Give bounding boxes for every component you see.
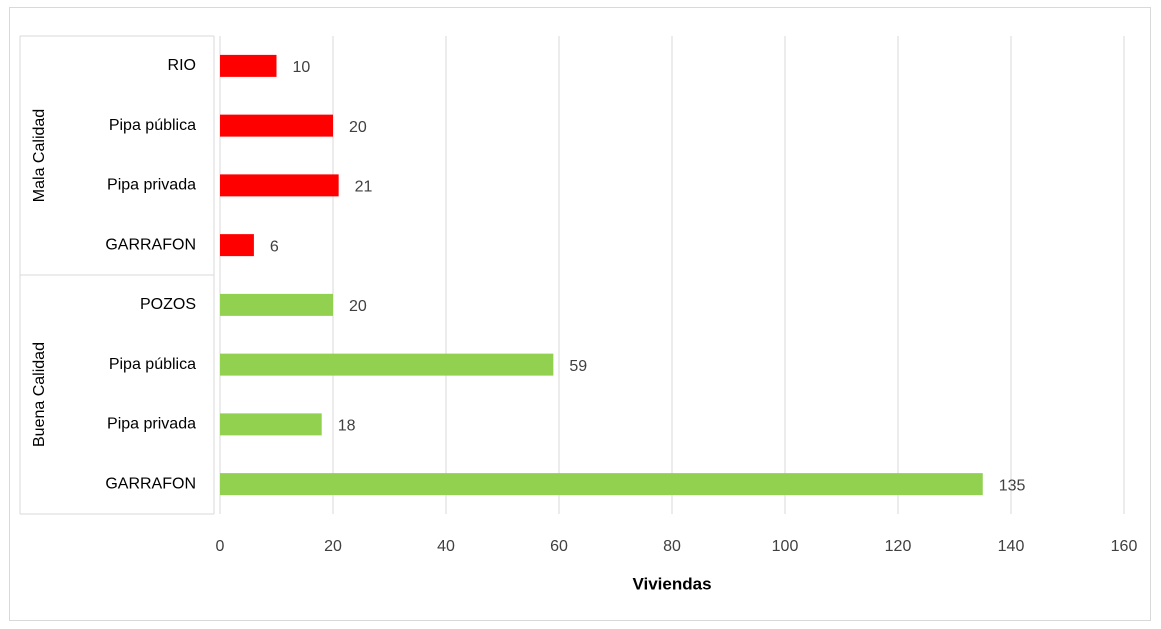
- y-tick-label: POZOS: [140, 296, 196, 313]
- bar: [220, 353, 554, 376]
- data-label: 20: [349, 119, 367, 136]
- data-label: 135: [999, 477, 1026, 494]
- x-tick-label: 140: [998, 538, 1025, 555]
- data-label: 21: [355, 179, 373, 196]
- y-tick-label: GARRAFON: [105, 475, 196, 492]
- y-tick-label: Pipa privada: [107, 177, 196, 194]
- x-tick-label: 80: [663, 538, 681, 555]
- chart-frame: [9, 7, 1151, 621]
- y-tick-label: Pipa pública: [109, 356, 196, 373]
- data-label: 18: [338, 418, 356, 435]
- x-tick-label: 100: [772, 538, 799, 555]
- bar: [220, 413, 322, 436]
- x-tick-label: 60: [550, 538, 568, 555]
- bar: [220, 293, 333, 316]
- data-label: 6: [270, 238, 279, 255]
- y-tick-label: Pipa privada: [107, 416, 196, 433]
- y-tick-label: RIO: [168, 57, 196, 74]
- y-tick-label: Pipa pública: [109, 117, 196, 134]
- data-label: 10: [293, 59, 311, 76]
- group-label: Mala Calidad: [31, 109, 48, 202]
- y-tick-label: GARRAFON: [105, 236, 196, 253]
- x-tick-label: 0: [216, 538, 225, 555]
- data-label: 20: [349, 298, 367, 315]
- data-label: 59: [569, 358, 587, 375]
- bar: [220, 174, 339, 197]
- x-tick-label: 20: [324, 538, 342, 555]
- group-label: Buena Calidad: [31, 342, 48, 447]
- x-tick-label: 160: [1111, 538, 1138, 555]
- bar: [220, 234, 254, 257]
- x-tick-label: 120: [885, 538, 912, 555]
- x-axis-label: Viviendas: [632, 574, 711, 593]
- bar: [220, 54, 277, 77]
- x-tick-label: 40: [437, 538, 455, 555]
- bar: [220, 473, 983, 496]
- bar: [220, 114, 333, 137]
